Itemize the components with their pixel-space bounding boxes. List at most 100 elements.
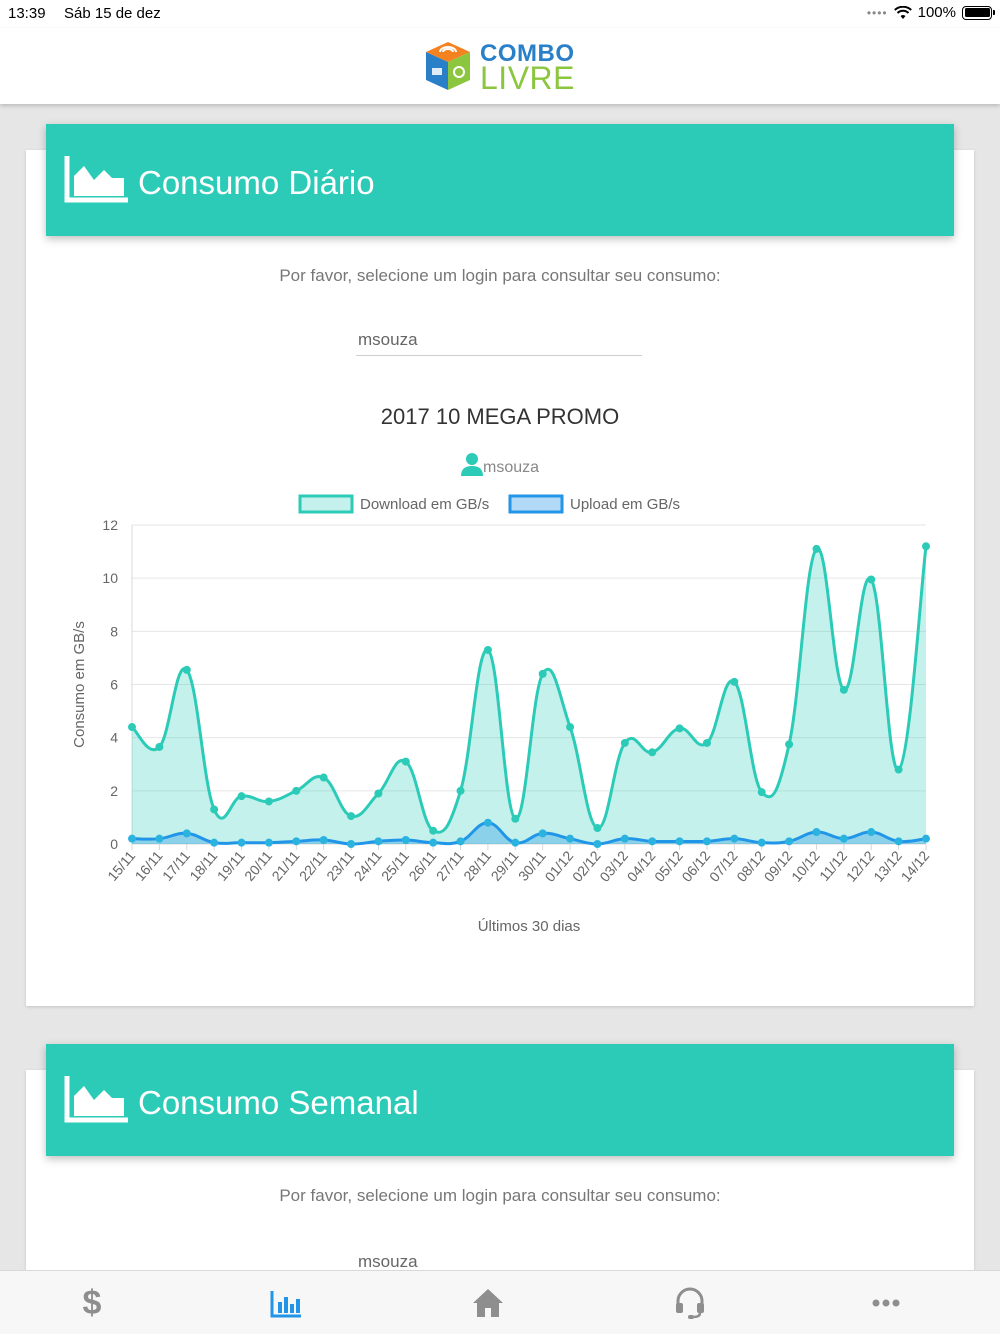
data-point	[566, 834, 575, 843]
x-tick-label: 29/11	[487, 847, 521, 883]
x-tick-label: 17/11	[159, 847, 193, 883]
x-tick-label: 16/11	[132, 847, 166, 883]
data-point	[922, 834, 930, 843]
data-point	[155, 834, 164, 843]
y-tick-label: 12	[102, 517, 118, 533]
tab-more[interactable]	[866, 1283, 906, 1323]
app-header: COMBO LIVRE	[0, 28, 1000, 104]
tab-consumption[interactable]	[266, 1283, 306, 1323]
daily-consumption-title: Consumo Diário	[138, 164, 375, 201]
x-tick-label: 02/12	[569, 847, 604, 884]
data-point	[210, 805, 219, 814]
status-bar: 13:39 Sáb 15 de dez •••• 100%	[0, 0, 1000, 28]
user-icon	[460, 453, 483, 476]
tab-bar: $	[0, 1270, 1000, 1334]
data-point	[429, 826, 438, 835]
data-point	[593, 824, 602, 833]
y-tick-label: 8	[110, 623, 118, 639]
data-point	[264, 838, 273, 847]
data-point	[785, 740, 794, 749]
combo-livre-logo: COMBO LIVRE	[424, 38, 584, 96]
weekly-login-prompt: Por favor, selecione um login para consu…	[279, 1186, 721, 1205]
x-tick-label: 27/11	[433, 847, 467, 883]
y-axis-title: Consumo em GB/s	[71, 621, 88, 748]
data-point	[812, 828, 821, 837]
y-tick-label: 10	[102, 570, 118, 586]
data-point	[648, 837, 657, 846]
data-point	[867, 575, 876, 584]
wifi-icon	[893, 5, 912, 19]
y-tick-label: 2	[110, 783, 118, 799]
x-tick-label: 13/12	[870, 847, 905, 884]
plan-name: 2017 10 MEGA PROMO	[380, 404, 620, 429]
data-point	[292, 837, 301, 846]
y-tick-label: 0	[110, 836, 118, 852]
weekly-consumption-title: Consumo Semanal	[138, 1084, 419, 1121]
tab-billing[interactable]: $	[72, 1283, 112, 1323]
status-right: •••• 100%	[867, 4, 995, 21]
data-point	[347, 840, 356, 848]
daily-consumption-header: Consumo Diário	[46, 124, 954, 236]
x-tick-label: 12/12	[843, 847, 878, 884]
data-point	[730, 834, 739, 843]
data-point	[702, 738, 711, 747]
data-point	[620, 738, 629, 747]
data-point	[483, 645, 492, 654]
x-tick-label: 18/11	[186, 847, 220, 883]
data-point	[839, 685, 848, 694]
x-tick-label: 11/12	[816, 847, 850, 883]
data-point	[675, 837, 684, 846]
x-tick-label: 03/12	[596, 847, 631, 884]
x-axis-title: Últimos 30 dias	[478, 918, 581, 935]
x-tick-label: 07/12	[706, 847, 741, 884]
area-chart-icon	[64, 1076, 128, 1123]
more-icon	[872, 1299, 900, 1307]
x-tick-label: 05/12	[651, 847, 686, 884]
tab-home[interactable]	[468, 1283, 508, 1323]
user-line: msouza	[0, 452, 1000, 477]
legend-label: Upload em GB/s	[570, 496, 680, 513]
data-point	[511, 838, 520, 847]
area-chart-icon	[64, 156, 128, 203]
data-point	[538, 669, 547, 678]
data-point	[483, 818, 492, 827]
data-point	[292, 786, 301, 795]
x-tick-label: 09/12	[761, 847, 796, 884]
brand-combo: COMBO	[480, 40, 575, 67]
data-point	[757, 788, 766, 797]
data-point	[347, 812, 356, 821]
data-point	[894, 837, 903, 846]
data-point	[867, 828, 876, 837]
data-point	[839, 834, 848, 843]
series-area	[132, 546, 926, 844]
data-point	[648, 748, 657, 757]
data-point	[675, 724, 684, 733]
data-point	[566, 723, 575, 732]
data-point	[210, 838, 219, 847]
x-tick-label: 24/11	[351, 847, 385, 883]
daily-login-select[interactable]	[356, 324, 642, 356]
data-point	[374, 837, 383, 846]
data-point	[812, 544, 821, 553]
data-point	[237, 838, 246, 847]
data-point	[128, 723, 136, 732]
data-point	[511, 814, 520, 823]
battery-icon	[962, 5, 995, 20]
dollar-icon: $	[82, 1283, 102, 1322]
data-point	[155, 742, 164, 751]
y-tick-label: 4	[110, 730, 118, 746]
x-tick-label: 30/11	[515, 847, 549, 883]
x-tick-label: 23/11	[323, 847, 357, 883]
x-tick-label: 19/11	[214, 847, 248, 883]
x-tick-label: 04/12	[624, 847, 659, 884]
status-date: Sáb 15 de dez	[64, 5, 161, 22]
data-point	[237, 792, 246, 801]
data-point	[538, 829, 547, 838]
data-point	[620, 834, 629, 843]
data-point	[401, 757, 410, 766]
data-point	[264, 797, 273, 806]
data-point	[374, 789, 383, 798]
data-point	[429, 838, 438, 847]
battery-percent: 100%	[917, 4, 956, 21]
tab-support[interactable]	[670, 1283, 710, 1323]
